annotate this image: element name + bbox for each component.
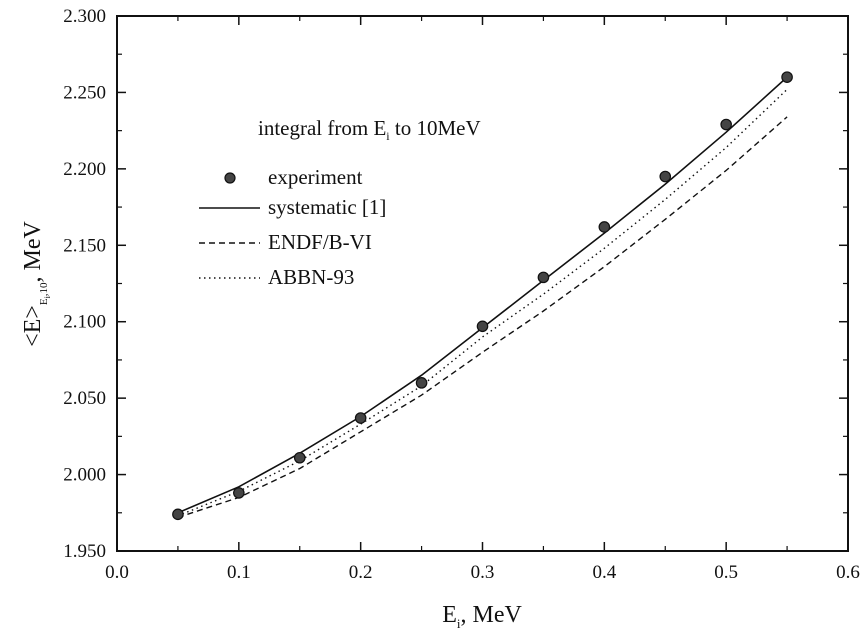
y-tick-label: 2.300 (63, 6, 106, 27)
y-axis-label-unit: , MeV (20, 220, 46, 282)
plot-frame (116, 15, 849, 552)
series-line-endf (177, 116, 788, 519)
legend-marker-experiment (224, 172, 236, 184)
experiment-point (781, 71, 793, 83)
y-tick-label: 2.050 (63, 388, 106, 409)
y-tick-label: 2.000 (63, 465, 106, 486)
x-axis-label: Ei, MeV (442, 602, 522, 631)
legend-label-abbn: ABBN-93 (268, 265, 354, 289)
x-axis-label-main: E (442, 602, 457, 628)
annotation-text-tail: to 10MeV (390, 116, 481, 140)
x-tick-label: 0.6 (836, 562, 860, 583)
y-tick-label: 2.100 (63, 312, 106, 333)
x-tick-label: 0.3 (471, 562, 495, 583)
legend: experiment systematic [1] ENDF/B-VI ABBN… (199, 165, 386, 289)
series-layer (172, 71, 793, 521)
x-tick-label: 0.0 (105, 562, 129, 583)
annotation-text-sub: i (386, 129, 390, 143)
legend-label-endf: ENDF/B-VI (268, 230, 372, 254)
x-tick-label: 0.5 (714, 562, 738, 583)
experiment-point (293, 451, 306, 464)
x-tick-label: 0.1 (227, 562, 251, 583)
y-tick-label: 1.950 (63, 541, 106, 562)
experiment-point (659, 170, 672, 183)
experiment-point (354, 412, 367, 424)
y-axis-label-sub: E (38, 298, 50, 305)
x-axis-ticks: 0.0 0.1 0.2 0.3 0.4 0.5 0.6 (105, 16, 860, 583)
series-line-abbn (177, 88, 788, 517)
annotation-text-main: integral from E (258, 116, 386, 140)
series-line-systematic (177, 76, 788, 514)
experiment-point (598, 221, 611, 233)
legend-item-systematic: systematic [1] (199, 195, 386, 219)
y-tick-label: 2.150 (63, 235, 106, 256)
legend-item-experiment: experiment (224, 165, 363, 189)
legend-item-abbn: ABBN-93 (199, 265, 354, 289)
experiment-point (537, 271, 550, 284)
experiment-point (172, 508, 184, 521)
experiment-point (720, 118, 732, 131)
x-tick-label: 0.2 (349, 562, 373, 583)
y-tick-label: 2.250 (63, 82, 106, 103)
y-axis-label-sub2: i (43, 295, 52, 298)
y-axis-label-main: <E> (20, 305, 46, 347)
annotation-text: integral from Ei to 10MeV (258, 116, 481, 143)
y-tick-label: 2.200 (63, 159, 106, 180)
experiment-point (476, 320, 489, 333)
y-axis-label: <E>Ei,10, MeV (20, 220, 52, 346)
x-axis-label-sub: i (457, 616, 461, 631)
x-tick-label: 0.4 (592, 562, 616, 583)
legend-label-experiment: experiment (268, 165, 363, 189)
experiment-point (415, 377, 428, 389)
legend-item-endf: ENDF/B-VI (199, 230, 372, 254)
legend-label-systematic: systematic [1] (268, 195, 386, 219)
y-axis-label-sub3: ,10 (38, 282, 50, 296)
x-axis-label-unit: , MeV (460, 602, 522, 628)
y-axis-ticks: 1.950 2.000 2.050 2.100 2.150 2.200 2.250 2.300 (63, 6, 848, 562)
experiment-point (233, 487, 245, 499)
